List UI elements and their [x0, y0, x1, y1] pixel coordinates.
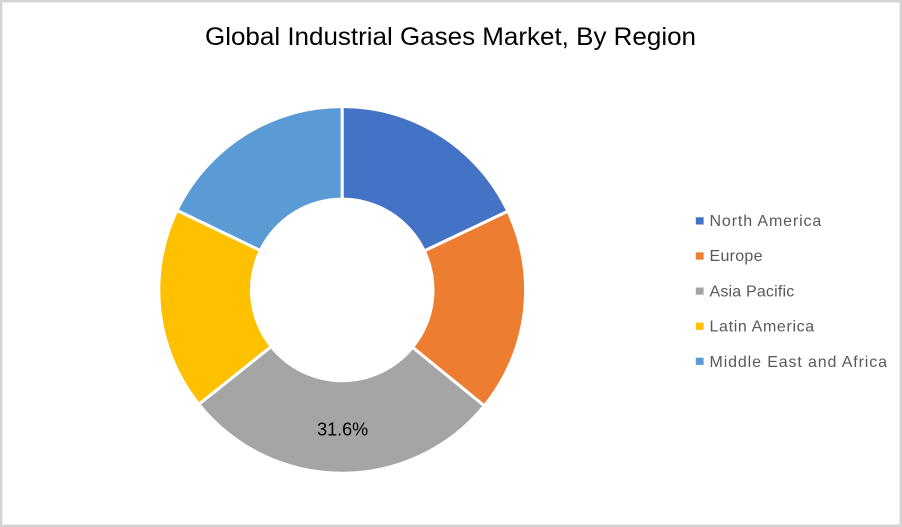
svg-text:31.6%: 31.6% — [317, 420, 368, 440]
svg-text:North America: North America — [710, 213, 822, 230]
svg-text:Middle East and Africa: Middle East and Africa — [710, 354, 888, 371]
svg-text:Asia Pacific: Asia Pacific — [710, 283, 795, 300]
svg-text:Latin America: Latin America — [710, 319, 815, 336]
svg-text:Global Industrial Gases Market: Global Industrial Gases Market, By Regio… — [205, 24, 696, 51]
svg-text:Europe: Europe — [710, 248, 763, 265]
